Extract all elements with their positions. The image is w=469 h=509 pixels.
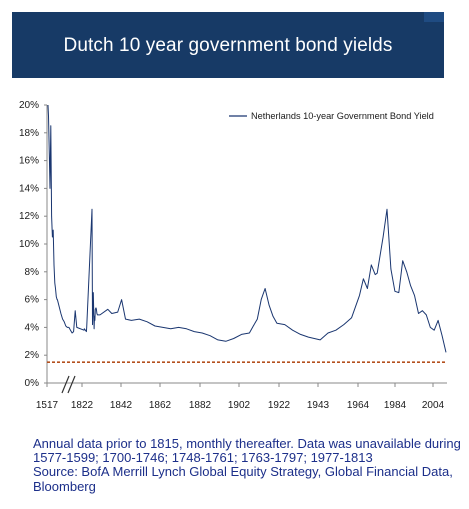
y-tick-label: 6% [25,295,40,306]
x-tick-label: 1842 [110,400,133,411]
footnote-line-1: Annual data prior to 1815, monthly there… [33,436,461,451]
x-tick-label: 1902 [228,400,251,411]
y-tick-label: 4% [25,322,40,333]
x-tick-label: 1922 [268,400,291,411]
y-tick-label: 18% [19,128,39,139]
y-tick-label: 16% [19,156,39,167]
legend-label: Netherlands 10-year Government Bond Yiel… [251,111,434,121]
banner-accent [424,12,444,22]
footnote-line-2: 1577-1599; 1700-1746; 1748-1761; 1763-17… [33,450,373,466]
footnote-line-4: Bloomberg [33,478,96,494]
x-tick-label: 1964 [347,400,370,411]
y-tick-label: 14% [19,183,39,194]
chart-title: Dutch 10 year government bond yields [63,35,393,56]
y-tick-label: 2% [25,350,40,361]
x-tick-label: 1517 [36,400,59,411]
x-tick-label: 1882 [189,400,212,411]
y-tick-label: 20% [19,100,39,111]
x-tick-label: 2004 [422,400,445,411]
x-tick-label: 1943 [307,400,330,411]
y-tick-label: 8% [25,267,40,278]
y-tick-label: 0% [25,378,40,389]
x-tick-label: 1984 [384,400,407,411]
x-tick-label: 1862 [149,400,172,411]
axis-break-mark [61,375,70,394]
y-tick-label: 12% [19,211,39,222]
footnote: Annual data prior to 1815, monthly there… [33,436,463,494]
y-tick-label: 10% [19,239,39,250]
chart-title-banner: Dutch 10 year government bond yields [12,12,444,78]
x-tick-label: 1822 [71,400,94,411]
axis-break-mark [67,375,76,394]
chart-plot: 0% 2% 4% 6% 8% 10% 12% 14% 16% 18% 20% 1517 1822 1842… [19,100,447,411]
footnote-line-3: Source: BofA Merrill Lynch Global Equity… [33,464,453,480]
series-line-netherlands-10y [47,104,447,353]
